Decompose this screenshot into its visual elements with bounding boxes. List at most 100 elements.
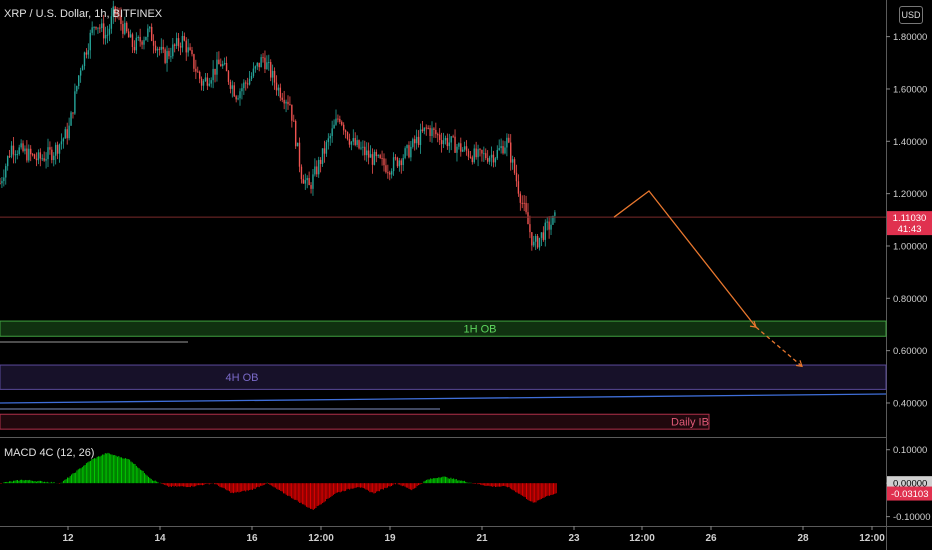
candle-body	[31, 154, 34, 156]
time-axis-label: 16	[246, 533, 258, 544]
candle-body	[260, 57, 262, 68]
candle-body	[387, 172, 389, 174]
macd-axis-label: 0.10000	[893, 445, 927, 456]
candle-body	[538, 237, 541, 248]
price-axis-label: 1.80000	[893, 32, 927, 43]
time-axis-label: 23	[568, 533, 580, 544]
candle-body	[479, 149, 481, 151]
candle-body	[172, 44, 174, 57]
candle-body	[423, 127, 426, 132]
candle-body	[548, 221, 550, 230]
time-axis-label: 14	[154, 533, 166, 544]
candle-body	[486, 158, 489, 162]
candle-body	[254, 66, 257, 69]
candle-body	[1, 181, 3, 184]
candle-body	[519, 193, 522, 203]
candle-body	[271, 70, 274, 78]
candle-body	[264, 57, 266, 70]
candle-body	[231, 85, 234, 89]
candle-body	[442, 140, 445, 145]
candle-body	[498, 148, 500, 151]
candle-body	[18, 147, 20, 155]
candle-body	[438, 134, 441, 141]
price-axis-label: 1.20000	[893, 189, 927, 200]
candle-body	[101, 23, 103, 29]
candle-body	[131, 34, 134, 48]
candle-body	[275, 82, 278, 91]
candle-body	[198, 71, 201, 79]
candle-body	[97, 27, 99, 29]
candle-body	[114, 6, 116, 13]
candle-body	[154, 45, 157, 51]
candle-body	[400, 160, 402, 166]
candle-body	[206, 77, 209, 86]
candle-body	[318, 159, 320, 175]
candle-body	[24, 148, 26, 152]
candle-body	[362, 146, 364, 148]
candle-body	[0, 183, 1, 185]
candle-body	[133, 47, 136, 51]
candle-body	[492, 154, 495, 163]
candle-body	[375, 151, 378, 157]
candle-body	[141, 41, 143, 45]
candle-body	[268, 62, 270, 64]
candle-body	[419, 129, 422, 145]
candle-body	[402, 157, 404, 166]
candle-body	[227, 71, 230, 82]
candle-body	[344, 130, 347, 133]
projection-dashed-line	[755, 326, 803, 367]
candle-body	[325, 142, 328, 154]
candle-body	[425, 127, 427, 129]
candle-body	[70, 112, 72, 126]
candle-body	[536, 236, 539, 248]
candle-body	[446, 137, 449, 147]
candle-body	[481, 150, 483, 154]
candle-body	[16, 154, 18, 156]
candle-body	[435, 129, 437, 135]
candle-body	[108, 28, 111, 35]
candle-body	[116, 12, 118, 15]
candle-body	[534, 236, 537, 242]
candle-body	[229, 81, 232, 89]
currency-button[interactable]: USD	[899, 6, 923, 24]
candle-body	[327, 138, 330, 143]
candle-body	[239, 91, 241, 99]
candle-body	[85, 52, 88, 55]
candle-body	[174, 44, 176, 46]
candle-body	[179, 46, 182, 48]
candle-body	[333, 124, 335, 129]
candle-body	[542, 232, 545, 240]
candle-body	[89, 32, 91, 51]
candle-body	[212, 68, 214, 81]
candle-body	[300, 166, 303, 180]
macd-axis-label: -0.10000	[893, 512, 931, 523]
arrow-head	[749, 320, 757, 328]
candle-body	[421, 129, 424, 132]
candle-body	[66, 129, 68, 139]
candle-body	[463, 146, 466, 150]
candle-body	[62, 138, 65, 142]
candle-body	[60, 141, 63, 145]
candle-body	[279, 87, 282, 98]
candle-body	[348, 138, 351, 145]
candle-body	[469, 156, 472, 158]
candle-body	[10, 145, 13, 157]
candle-body	[358, 140, 360, 149]
candle-body	[58, 144, 61, 154]
candle-body	[216, 59, 218, 75]
candle-body	[456, 146, 458, 153]
projection-line	[613, 190, 757, 328]
candle-body	[218, 59, 220, 65]
time-axis-label: 26	[705, 533, 717, 544]
candle-body	[277, 87, 280, 91]
candle-body	[452, 136, 454, 138]
candle-body	[233, 85, 235, 97]
candle-body	[93, 26, 95, 28]
candle-body	[510, 142, 512, 163]
candle-body	[243, 82, 245, 89]
candle-body	[408, 145, 410, 158]
candle-body	[150, 26, 153, 41]
candle-body	[145, 36, 147, 41]
